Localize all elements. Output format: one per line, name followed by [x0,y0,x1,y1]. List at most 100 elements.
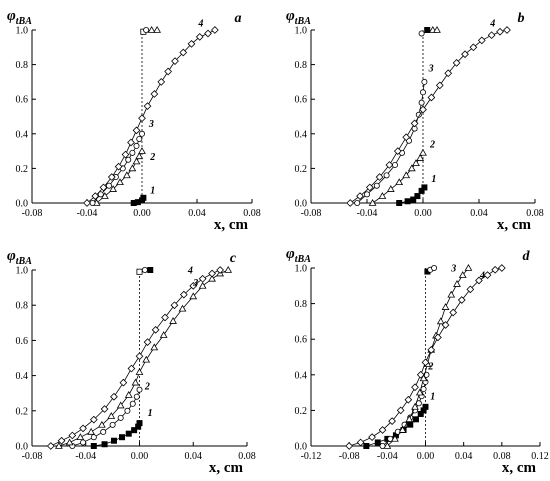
panel-letter: c [230,251,237,266]
series-4-point [365,183,374,192]
series-4-point [410,119,419,128]
series-4-point [99,183,108,192]
y-tick-label: 0.0 [295,442,308,453]
y-tick-label: 0.8 [295,299,308,310]
series-4-point [208,269,216,278]
series-3-point [354,199,361,206]
series-4-point [444,69,453,78]
series-3-point [419,374,428,382]
series-3-point [129,149,136,156]
panel-b: 0.0 0.2 0.4 0.6 0.8 1.0 -0.08 -0.04 0.00 0.04 0.08… [286,8,544,233]
series-1-point [140,194,147,201]
series-4-point [46,442,55,450]
curve-label-4: 4 [479,271,485,282]
series-4-point [119,378,128,387]
series-4-point [195,33,204,41]
panel-d: 0.0 0.2 0.4 0.6 0.8 1.0 -0.12 -0.08 -0.04 0.00 0.0… [286,246,549,476]
panel-letter: a [235,11,242,26]
end-marker [424,26,431,33]
series-4-point [151,325,160,334]
y-tick-label: 0.8 [16,301,29,312]
y-tick-label: 0.0 [16,442,29,453]
series-2-point [124,407,131,414]
x-tick-label: -0.04 [75,451,96,462]
panel-letter: b [518,11,525,26]
y-tick-label: 1.0 [16,26,29,37]
series-4-point [150,90,159,98]
end-marker [433,25,441,33]
series-4-point [89,415,98,424]
series-3-point [421,78,428,85]
series-4-point [396,406,405,415]
series-2-point [109,421,116,428]
series-3-point [159,331,168,338]
series-2-point [129,400,136,407]
series-4-point [469,43,478,52]
x-tick-label: 0.00 [131,451,149,462]
series-4-point [138,114,146,123]
series-4-point [503,26,511,34]
series-1-point [421,184,428,191]
series-3-point [107,412,116,419]
series-3-point [131,378,140,386]
y-tick-label: 0.0 [295,199,308,210]
x-axis-label: x, cm [209,460,244,476]
y-axis-label-symbol: φ [7,248,16,264]
y-axis-label-subscript: tBA [295,254,311,265]
series-4-point [461,50,469,59]
x-axis-label: x, cm [502,460,537,476]
series-3-point [87,427,96,435]
curve-label-3: 3 [148,119,154,130]
series-2-point [80,439,87,446]
y-axis-label-symbol: φ [7,8,16,24]
series-3-point [116,401,125,409]
series-4-point [121,150,130,159]
series-4-line [86,29,216,204]
series-2-point [416,154,425,161]
series-3-point [97,191,104,198]
curve-label-4: 4 [489,19,495,30]
series-3-point [54,441,63,449]
curve-label-4: 4 [187,266,193,277]
series-3-point [142,355,151,363]
end-marker [147,266,154,273]
x-tick-label: 0.00 [133,208,151,219]
curve-label-2: 2 [144,382,150,393]
series-4-point [187,39,196,48]
y-tick-label: 1.0 [16,266,29,277]
series-4-point [198,274,207,283]
series-4-point [83,199,91,207]
series-3-point [224,265,233,273]
series-4-point [496,27,504,36]
end-marker [136,268,143,275]
y-tick-label: 0.4 [295,370,308,381]
y-tick-label: 0.2 [295,164,308,175]
series-2-point [135,152,144,160]
series-3-point [441,303,450,310]
series-3-line [387,267,469,447]
series-4-point [404,395,413,404]
series-4-point [449,308,458,317]
series-3-point [464,263,473,271]
y-axis-label-symbol: φ [286,8,295,24]
series-3-point [198,281,207,289]
series-4-point [91,192,100,200]
series-4-point [385,161,394,169]
series-2-point [122,171,131,179]
y-tick-label: 0.6 [295,95,308,106]
series-4-point [483,271,492,279]
panel-c: 0.0 0.2 0.4 0.6 0.8 1.0 -0.08 -0.04 0.00 0.04 0.08… [7,248,256,476]
end-marker [141,266,148,273]
series-3-point [65,438,74,446]
x-tick-label: -0.04 [357,208,378,219]
x-axis-label: x, cm [214,217,249,233]
series-3-point [150,343,159,351]
y-axis-label-subscript: tBA [16,16,32,27]
series-1-point [374,439,381,446]
series-3-point [458,271,467,278]
series-4-point [204,29,212,38]
series-1-point [136,420,143,427]
y-axis-label-subscript: tBA [295,16,311,27]
series-2-point [378,192,387,199]
series-2-point [419,148,427,156]
